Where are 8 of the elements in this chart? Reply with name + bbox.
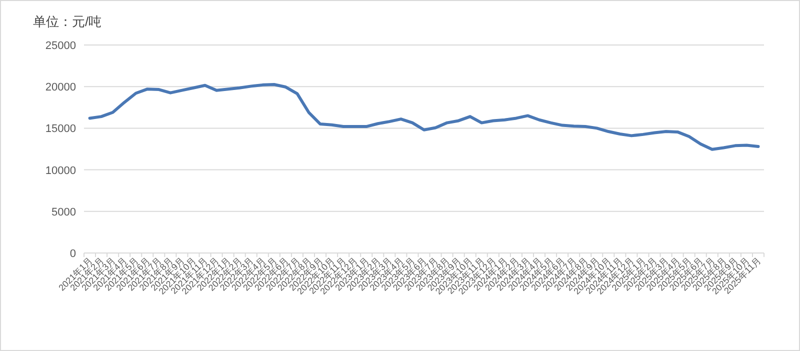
y-tick-label: 25000	[45, 40, 76, 52]
y-tick-label: 0	[70, 248, 76, 260]
y-tick-label: 5000	[52, 206, 76, 218]
y-tick-label: 15000	[45, 123, 76, 136]
chart-title: 单位：元/吨	[33, 14, 102, 29]
y-tick-label: 10000	[45, 164, 76, 177]
y-tick-label: 20000	[45, 82, 76, 94]
line-series	[88, 83, 760, 151]
